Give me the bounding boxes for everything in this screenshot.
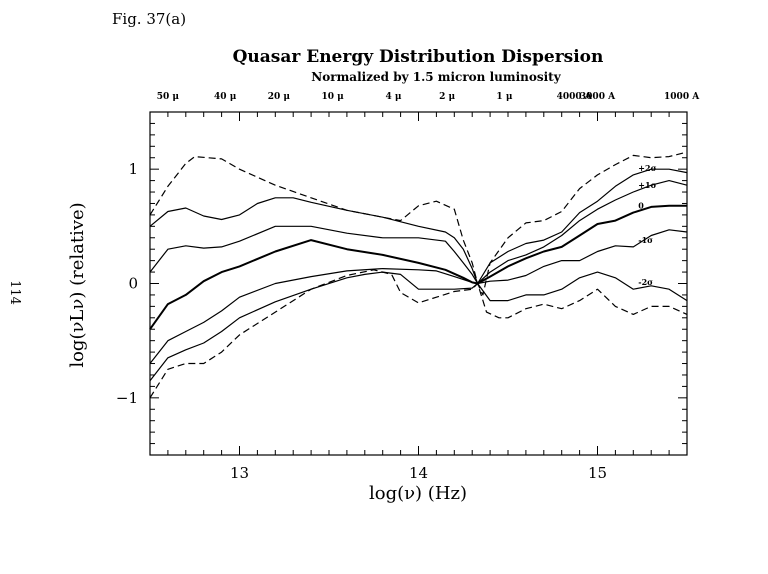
top-axis-label: 50 μ	[157, 92, 180, 102]
top-axis-label: 20 μ	[268, 92, 291, 102]
top-axis-label: 4 μ	[385, 92, 401, 102]
series-line-minus2sigma	[149, 271, 688, 382]
top-axis-label: 40 μ	[214, 92, 237, 102]
top-axis-label: 10 μ	[321, 92, 344, 102]
series-line-upper_dashed	[149, 151, 688, 296]
series-lines	[149, 151, 688, 399]
y-tick-label: 1	[128, 160, 138, 178]
curve-labels: +2σ +1σ 0 -1σ -2σ	[638, 163, 656, 287]
y-tick-labels: −1 0 1	[116, 160, 138, 407]
curve-label: +2σ	[638, 163, 656, 173]
y-tick-label: 0	[128, 275, 138, 293]
x-tick-labels: 13 14 15	[230, 464, 607, 482]
ticks	[149, 111, 688, 456]
chart-subtitle: Normalized by 1.5 micron luminosity	[311, 70, 561, 84]
x-tick-label: 13	[230, 464, 249, 482]
x-tick-label: 15	[588, 464, 607, 482]
x-tick-label: 14	[409, 464, 428, 482]
figure-label: Fig. 37(a)	[112, 10, 187, 28]
series-line-lower_dashed	[149, 269, 688, 399]
series-line-plus2sigma	[149, 168, 688, 285]
x-axis-label: log(ν) (Hz)	[369, 483, 467, 504]
curve-label: +1σ	[638, 180, 656, 190]
top-axis-label: 1000 A	[664, 92, 700, 102]
top-axis-label: 2 μ	[439, 92, 455, 102]
top-axis-label: 1 μ	[496, 92, 512, 102]
curve-label: -1σ	[638, 235, 653, 245]
y-tick-label: −1	[116, 389, 138, 407]
top-axis-label: 3000 A	[580, 92, 616, 102]
curve-label: 0	[638, 201, 644, 211]
series-line-median	[149, 204, 687, 330]
top-axis-label: 4000 A	[557, 92, 593, 102]
series-line-minus1sigma	[149, 229, 688, 364]
chart-title: Quasar Energy Distribution Dispersion	[233, 47, 604, 67]
y-axis-label: log(νLν) (relative)	[67, 202, 88, 367]
series-line-plus1sigma	[149, 180, 688, 285]
curve-label: -2σ	[638, 277, 653, 287]
